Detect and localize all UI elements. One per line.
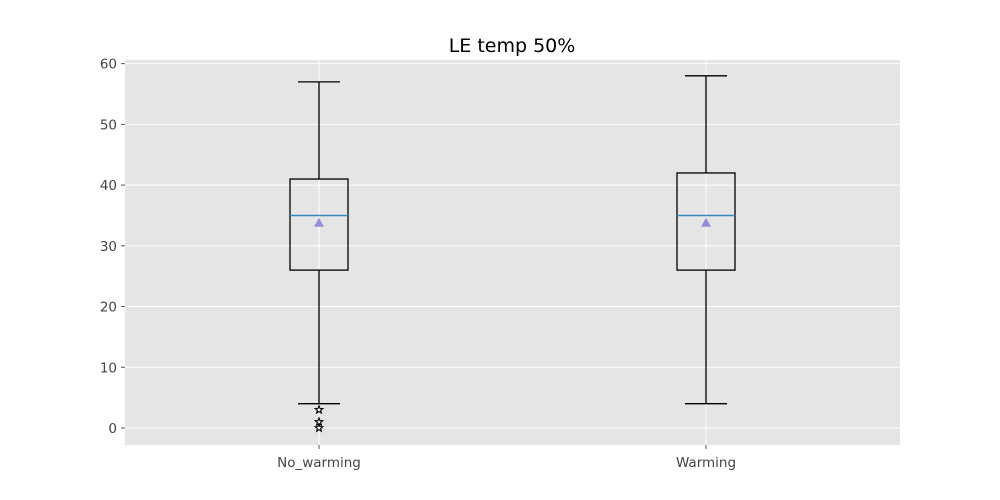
iqr-box bbox=[289, 178, 349, 271]
box-warming bbox=[676, 75, 736, 405]
x-tick-label: No_warming bbox=[277, 455, 361, 471]
chart-title: LE temp 50% bbox=[449, 35, 576, 57]
box-no-warming bbox=[289, 81, 349, 433]
mean-marker bbox=[701, 217, 711, 227]
boxes bbox=[289, 75, 736, 433]
y-tick-label: 20 bbox=[100, 300, 117, 316]
y-tick-label: 30 bbox=[100, 239, 117, 255]
x-tick-label: Warming bbox=[676, 455, 736, 471]
y-tick-label: 10 bbox=[100, 360, 117, 376]
y-axis-ticks: 0 10 20 30 40 50 60 bbox=[100, 57, 125, 437]
iqr-box bbox=[676, 172, 736, 271]
y-tick-label: 50 bbox=[100, 117, 117, 133]
x-axis-ticks: No_warming Warming bbox=[277, 445, 736, 471]
outlier-point bbox=[313, 404, 325, 415]
y-tick-label: 40 bbox=[100, 178, 117, 194]
y-tick-label: 60 bbox=[100, 57, 117, 73]
plot-area bbox=[125, 60, 900, 445]
outlier-point bbox=[313, 422, 325, 433]
y-tick-label: 0 bbox=[108, 421, 117, 437]
mean-marker bbox=[314, 217, 324, 227]
